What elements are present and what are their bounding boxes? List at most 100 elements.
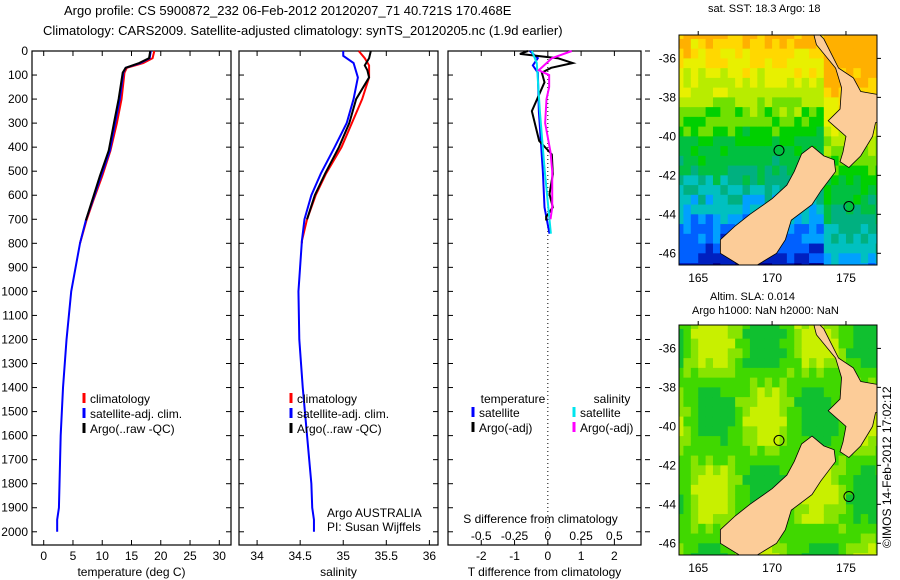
map-cell [720,543,729,554]
map-cell [679,553,684,555]
map-cell [720,514,729,525]
map-cell [801,504,810,515]
map-cell [698,416,707,427]
map-cell [727,553,736,555]
map-cell [727,358,736,369]
y-tick-label: 100 [8,68,28,82]
map-cell [683,233,692,245]
map-cell [727,325,736,330]
map-cell [679,475,684,486]
map-cell [809,68,817,79]
map-cell [838,214,847,225]
map-cell [749,68,758,79]
map-cell [735,77,744,89]
map-cell [838,165,847,176]
map-cell [764,416,773,427]
map-cell [875,465,877,476]
map-cell [712,475,721,486]
map-cell [779,146,788,157]
map-cell [823,553,832,555]
legend-label: climatology [90,392,150,406]
map-cell [705,475,714,486]
map-cell [772,358,780,369]
map-cell [690,348,699,359]
x-axis-label: salinity [320,565,357,579]
y-tick-label: 0 [21,44,28,58]
map-cell [757,175,766,186]
map-cell [801,48,810,59]
map-cell [786,87,795,98]
map-cell [831,48,840,59]
map-cell [794,48,803,59]
map-cell [720,436,729,447]
map-cell [764,377,773,388]
map-cell [860,553,869,555]
map-cell [679,87,684,98]
map-cell [690,406,699,418]
map-cell [809,253,817,264]
map-cell [720,185,729,196]
y-tick-label: 900 [8,260,28,274]
map-cell [853,58,862,69]
map-cell [764,367,773,379]
map-cell [705,38,714,50]
map-cell [831,426,840,437]
map-cell [875,214,877,225]
map-cell [735,328,744,340]
map-cell [772,475,780,486]
y-tick-label: 200 [8,92,28,106]
map-cell [809,214,817,225]
map-cell [764,406,773,418]
map-cell [816,514,825,525]
map-cell [764,77,773,89]
map-cell [690,155,699,167]
map-cell [757,97,766,108]
map-cell [727,436,736,447]
map-cell [690,358,699,369]
map-cell [705,77,714,89]
map-cell [764,358,773,369]
map-cell [679,204,684,215]
map-cell [786,416,795,427]
map-cell [705,514,714,525]
map-cell [779,97,788,108]
map-cell [690,97,699,108]
map-cell [809,87,817,98]
map-cell [786,455,795,466]
map-cell [679,325,684,330]
x-tick-label: 5 [70,549,77,563]
map-cell [742,136,751,147]
map-cell [690,367,699,379]
map-cell [683,543,692,554]
map-cell [757,455,766,466]
map-cell [823,367,832,379]
map-cell [868,146,877,157]
map-cell [764,126,773,137]
map-cell [690,253,699,264]
map-cell [786,48,795,59]
map-cell [698,146,707,157]
map-cell [705,204,714,215]
x-tick-label: 20 [154,549,168,563]
map-cell [705,224,714,235]
map-cell [683,155,692,167]
map-cell [831,436,840,447]
map-cell [705,533,714,544]
map-cell [698,387,707,398]
map-cell [757,484,766,496]
x-tick-label: 1 [578,549,585,563]
y-tick-label: 1200 [1,332,28,346]
map-cell [690,263,699,265]
map-cell [749,136,758,147]
map-cell [794,97,803,108]
map-cell [786,35,795,40]
map-cell [705,367,714,379]
y-tick-label: 2000 [1,525,28,539]
map-cell [845,504,854,515]
map-cell [679,58,684,69]
map-cell [679,484,684,496]
map-cell [779,416,788,427]
map-cell [772,146,780,157]
map-cell [698,455,707,466]
